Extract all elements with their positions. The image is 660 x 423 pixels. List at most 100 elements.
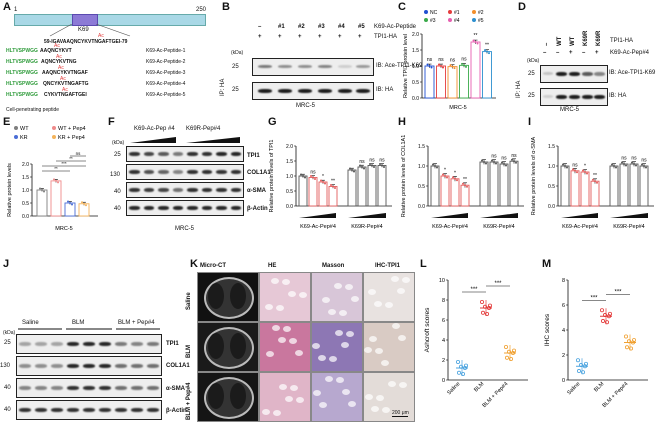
seq-end: 250 [196, 7, 207, 13]
band [131, 408, 143, 412]
data-point [456, 360, 461, 365]
band [201, 170, 212, 174]
band [19, 386, 31, 390]
sig-label: * [322, 174, 324, 180]
alveolus [288, 291, 296, 297]
mw-marker: 25 [114, 152, 121, 158]
col-label: #2 [298, 24, 305, 30]
legend-marker [52, 135, 56, 139]
band [201, 206, 212, 210]
data-point [515, 161, 517, 164]
band [99, 408, 111, 412]
blot-b-header: – #1 #2 #3 #4 #5 + + + + + + K69-Ac-Peptide TPI1-HA [236, 24, 421, 48]
cpp-seq: HLTVSPWGG [6, 70, 38, 76]
panel-c-label: C [398, 1, 406, 13]
col-label: Micro-CT [200, 263, 226, 269]
blot-label: β-Actin [247, 206, 268, 212]
mw-marker: 25 [232, 87, 239, 93]
sig-label: ns [379, 158, 385, 164]
sig-label: ** [463, 177, 467, 183]
y-tick-label: 6 [442, 318, 445, 324]
data-point [645, 166, 647, 169]
y-tick-label: 2.0 [286, 144, 293, 150]
group-label: K69R-Pep#4 [613, 224, 645, 230]
ac-mark: Ac [60, 76, 66, 82]
alveolus [385, 302, 393, 308]
alveolus [265, 304, 273, 310]
data-point [330, 184, 332, 186]
sig-label: ns [450, 58, 456, 64]
data-point [615, 166, 617, 169]
data-point [641, 163, 643, 166]
band [67, 342, 79, 346]
col-sign: + [338, 34, 342, 40]
sig-label: *** [494, 281, 502, 287]
alveolus [329, 356, 337, 362]
y-axis-title: Relative TPI1 protein level [403, 34, 409, 98]
bar [460, 184, 470, 207]
y-tick-label: 0.5 [22, 201, 29, 207]
col-label: #4 [338, 24, 345, 30]
data-point [361, 166, 363, 168]
data-point [495, 162, 497, 165]
blot-label: IB: HA [376, 87, 394, 93]
data-point [371, 164, 373, 167]
band [143, 206, 154, 210]
cpp-seq: HLTVSPWGG [6, 92, 38, 98]
blot-tpi1 [126, 146, 244, 162]
data-point [449, 64, 452, 67]
bar [50, 180, 62, 217]
data-point [373, 166, 375, 168]
data-point [300, 173, 302, 176]
data-point [461, 62, 463, 65]
group-label: K69R-Pep#4 [351, 224, 383, 230]
x-tick-label: Saline [566, 381, 581, 396]
col-sign: + [318, 34, 322, 40]
data-point [81, 201, 83, 204]
sig-label: ns [438, 57, 444, 63]
row-label: TPI1-HA [374, 34, 398, 40]
group-lines [18, 328, 160, 330]
data-point [584, 361, 589, 366]
col-label: K69R [583, 30, 589, 46]
data-point [85, 204, 87, 207]
band [83, 386, 95, 390]
data-point [566, 166, 568, 169]
alveolus [341, 342, 349, 348]
band [187, 152, 198, 156]
data-point [83, 202, 85, 205]
y-tick-label: 0 [562, 378, 565, 384]
legend-label: KR + Pep4 [58, 135, 85, 141]
data-point [472, 39, 475, 42]
alveolus [318, 355, 326, 361]
dose-triangle [610, 213, 648, 218]
dose-triangle [348, 213, 386, 218]
data-point [466, 185, 468, 188]
bar [580, 171, 590, 207]
bar [424, 65, 435, 99]
data-point [629, 346, 634, 351]
blot-label: TPI1 [247, 153, 260, 159]
sig-label: ns [641, 158, 647, 164]
histology-tile [311, 322, 363, 372]
alveolus [282, 279, 290, 285]
data-point [474, 41, 477, 43]
data-point [436, 166, 438, 169]
alveolus [346, 331, 354, 337]
y-tick-label: 1.5 [286, 159, 293, 165]
col-sign: – [543, 50, 547, 56]
alveolus [342, 389, 350, 395]
band [216, 188, 227, 192]
y-tick-label: 0.5 [418, 184, 425, 190]
bar [570, 170, 580, 207]
y-tick-label: 1.0 [418, 164, 425, 170]
legend-marker [424, 18, 428, 22]
data-point [351, 169, 353, 171]
blot-d-header: – WT WT K69R K69R – – + – + TPI1-HA K69-Ac-Pep#4 [540, 30, 660, 58]
dose-triangle [299, 213, 336, 218]
col-sign: + [595, 50, 599, 56]
x-tick-label: Saline [446, 381, 461, 396]
y-tick-label: 8 [442, 298, 445, 304]
data-point [304, 176, 306, 179]
y-tick-label: 1.5 [418, 144, 425, 150]
